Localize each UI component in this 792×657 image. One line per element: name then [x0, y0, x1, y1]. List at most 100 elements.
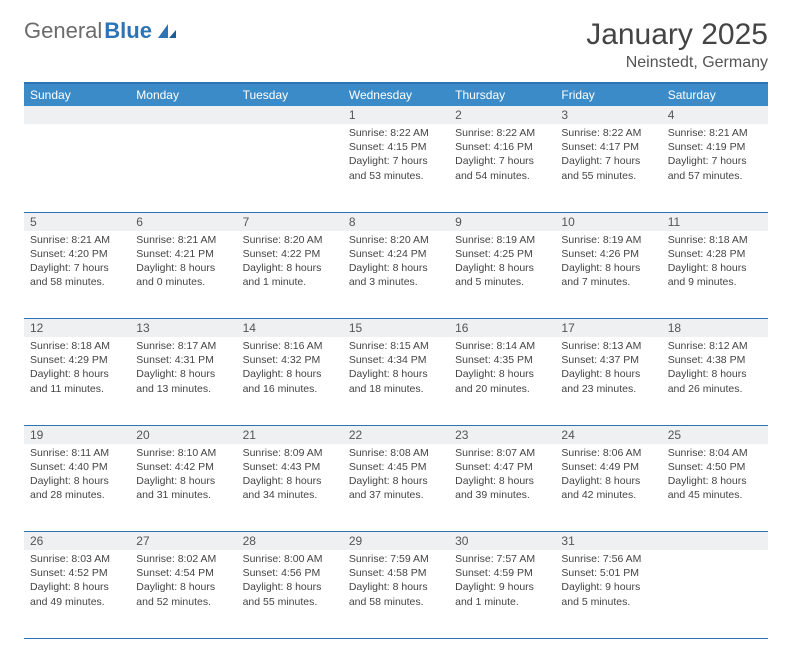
- day-cell-body: Sunrise: 8:21 AMSunset: 4:21 PMDaylight:…: [130, 231, 236, 294]
- day-cell: Sunrise: 8:10 AMSunset: 4:42 PMDaylight:…: [130, 444, 236, 532]
- day-number: 26: [24, 532, 130, 550]
- weekday-header: Sunday: [24, 83, 130, 106]
- month-title: January 2025: [586, 18, 768, 52]
- day-cell: [237, 124, 343, 212]
- day-number-cell: [237, 106, 343, 124]
- day-number: 1: [343, 106, 449, 124]
- day-number: 10: [555, 213, 661, 231]
- day-number-cell: 8: [343, 212, 449, 231]
- day-cell-body: [130, 124, 236, 130]
- day-cell: [24, 124, 130, 212]
- day-number: 4: [662, 106, 768, 124]
- day-cell-body: Sunrise: 8:14 AMSunset: 4:35 PMDaylight:…: [449, 337, 555, 400]
- day-number-cell: 6: [130, 212, 236, 231]
- day-cell: Sunrise: 8:06 AMSunset: 4:49 PMDaylight:…: [555, 444, 661, 532]
- day-cell: Sunrise: 8:17 AMSunset: 4:31 PMDaylight:…: [130, 337, 236, 425]
- day-cell: Sunrise: 8:09 AMSunset: 4:43 PMDaylight:…: [237, 444, 343, 532]
- day-number: 21: [237, 426, 343, 444]
- weekday-header: Monday: [130, 83, 236, 106]
- day-cell: Sunrise: 8:20 AMSunset: 4:24 PMDaylight:…: [343, 231, 449, 319]
- day-cell-body: Sunrise: 8:08 AMSunset: 4:45 PMDaylight:…: [343, 444, 449, 507]
- day-cell-body: Sunrise: 8:11 AMSunset: 4:40 PMDaylight:…: [24, 444, 130, 507]
- day-cell-body: Sunrise: 8:22 AMSunset: 4:17 PMDaylight:…: [555, 124, 661, 187]
- day-cell-body: Sunrise: 8:19 AMSunset: 4:25 PMDaylight:…: [449, 231, 555, 294]
- day-number-cell: [130, 106, 236, 124]
- day-number: 15: [343, 319, 449, 337]
- day-number: 14: [237, 319, 343, 337]
- day-number-cell: 18: [662, 319, 768, 338]
- day-number-row: 19202122232425: [24, 425, 768, 444]
- brand-sail-icon: [156, 22, 178, 40]
- day-number: 29: [343, 532, 449, 550]
- day-number-cell: 23: [449, 425, 555, 444]
- weekday-header: Thursday: [449, 83, 555, 106]
- day-number-cell: 2: [449, 106, 555, 124]
- weekday-header: Tuesday: [237, 83, 343, 106]
- day-number-cell: 25: [662, 425, 768, 444]
- day-number-row: 567891011: [24, 212, 768, 231]
- day-cell-body: Sunrise: 8:21 AMSunset: 4:20 PMDaylight:…: [24, 231, 130, 294]
- day-cell-body: [24, 124, 130, 130]
- day-number: 28: [237, 532, 343, 550]
- weekday-header: Wednesday: [343, 83, 449, 106]
- brand-part2: Blue: [104, 18, 152, 44]
- day-number-cell: 27: [130, 532, 236, 551]
- day-number: [237, 106, 343, 124]
- day-cell-body: Sunrise: 8:07 AMSunset: 4:47 PMDaylight:…: [449, 444, 555, 507]
- day-number: 9: [449, 213, 555, 231]
- day-cell-body: Sunrise: 8:16 AMSunset: 4:32 PMDaylight:…: [237, 337, 343, 400]
- day-cell-body: Sunrise: 8:15 AMSunset: 4:34 PMDaylight:…: [343, 337, 449, 400]
- day-cell-body: [662, 550, 768, 556]
- day-number: 27: [130, 532, 236, 550]
- day-content-row: Sunrise: 8:11 AMSunset: 4:40 PMDaylight:…: [24, 444, 768, 532]
- day-content-row: Sunrise: 8:21 AMSunset: 4:20 PMDaylight:…: [24, 231, 768, 319]
- day-number-row: 1234: [24, 106, 768, 124]
- day-number: 22: [343, 426, 449, 444]
- location-label: Neinstedt, Germany: [586, 54, 768, 72]
- day-number: 18: [662, 319, 768, 337]
- day-number-cell: 28: [237, 532, 343, 551]
- day-cell-body: Sunrise: 8:10 AMSunset: 4:42 PMDaylight:…: [130, 444, 236, 507]
- day-cell-body: Sunrise: 8:17 AMSunset: 4:31 PMDaylight:…: [130, 337, 236, 400]
- day-number-cell: 22: [343, 425, 449, 444]
- day-cell: Sunrise: 8:13 AMSunset: 4:37 PMDaylight:…: [555, 337, 661, 425]
- day-cell-body: Sunrise: 8:13 AMSunset: 4:37 PMDaylight:…: [555, 337, 661, 400]
- day-cell-body: Sunrise: 8:03 AMSunset: 4:52 PMDaylight:…: [24, 550, 130, 613]
- day-cell: Sunrise: 7:57 AMSunset: 4:59 PMDaylight:…: [449, 550, 555, 638]
- day-cell: Sunrise: 8:00 AMSunset: 4:56 PMDaylight:…: [237, 550, 343, 638]
- day-content-row: Sunrise: 8:22 AMSunset: 4:15 PMDaylight:…: [24, 124, 768, 212]
- day-number: [24, 106, 130, 124]
- day-number-cell: 13: [130, 319, 236, 338]
- day-number: 8: [343, 213, 449, 231]
- day-number: 25: [662, 426, 768, 444]
- day-number: 2: [449, 106, 555, 124]
- day-number: 24: [555, 426, 661, 444]
- day-number: 7: [237, 213, 343, 231]
- day-cell-body: Sunrise: 7:59 AMSunset: 4:58 PMDaylight:…: [343, 550, 449, 613]
- day-cell: Sunrise: 8:04 AMSunset: 4:50 PMDaylight:…: [662, 444, 768, 532]
- day-cell-body: Sunrise: 7:56 AMSunset: 5:01 PMDaylight:…: [555, 550, 661, 613]
- brand-part1: General: [24, 18, 102, 44]
- day-cell: Sunrise: 8:18 AMSunset: 4:28 PMDaylight:…: [662, 231, 768, 319]
- weekday-header: Friday: [555, 83, 661, 106]
- day-cell-body: [237, 124, 343, 130]
- page-header: General Blue January 2025 Neinstedt, Ger…: [24, 18, 768, 72]
- day-number-cell: 21: [237, 425, 343, 444]
- day-content-row: Sunrise: 8:18 AMSunset: 4:29 PMDaylight:…: [24, 337, 768, 425]
- day-number-row: 12131415161718: [24, 319, 768, 338]
- day-cell: Sunrise: 8:18 AMSunset: 4:29 PMDaylight:…: [24, 337, 130, 425]
- title-block: January 2025 Neinstedt, Germany: [586, 18, 768, 72]
- day-cell: Sunrise: 8:15 AMSunset: 4:34 PMDaylight:…: [343, 337, 449, 425]
- day-number-row: 262728293031: [24, 532, 768, 551]
- day-number: [662, 532, 768, 550]
- day-cell: Sunrise: 7:56 AMSunset: 5:01 PMDaylight:…: [555, 550, 661, 638]
- day-number-cell: 19: [24, 425, 130, 444]
- day-cell: Sunrise: 8:08 AMSunset: 4:45 PMDaylight:…: [343, 444, 449, 532]
- day-cell-body: Sunrise: 8:00 AMSunset: 4:56 PMDaylight:…: [237, 550, 343, 613]
- day-number-cell: 3: [555, 106, 661, 124]
- day-number-cell: 15: [343, 319, 449, 338]
- day-number: 16: [449, 319, 555, 337]
- day-cell-body: Sunrise: 8:18 AMSunset: 4:29 PMDaylight:…: [24, 337, 130, 400]
- day-number-cell: 1: [343, 106, 449, 124]
- day-cell-body: Sunrise: 8:22 AMSunset: 4:16 PMDaylight:…: [449, 124, 555, 187]
